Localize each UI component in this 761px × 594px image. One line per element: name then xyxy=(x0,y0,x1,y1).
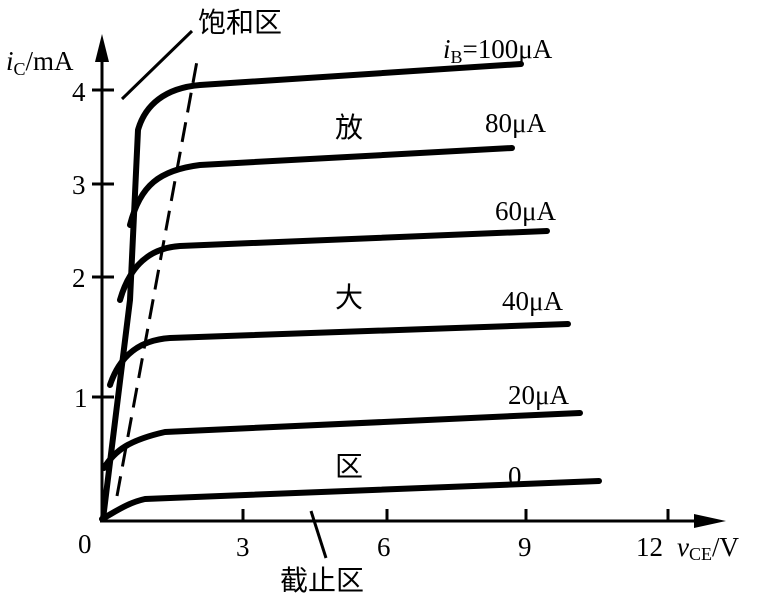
y-tick-4: 4 xyxy=(72,77,86,107)
curve-ib-40 xyxy=(107,321,571,388)
label-ib-20: 20μA xyxy=(508,380,569,410)
cutoff-region-label: 截止区 xyxy=(280,564,364,594)
label-ib-80: 80μA xyxy=(485,108,546,138)
saturation-region-label: 饱和区 xyxy=(198,6,282,39)
active-region-label-2: 大 xyxy=(335,281,363,314)
label-ib-0: 0 xyxy=(508,461,522,491)
curve-ib-20 xyxy=(101,410,583,471)
y-tick-2: 2 xyxy=(72,263,86,293)
curve-ib-80 xyxy=(127,145,515,228)
curve-ib-60 xyxy=(117,228,550,303)
cutoff-pointer-line xyxy=(309,510,328,559)
saturation-pointer-line xyxy=(120,29,194,101)
active-region-label-1: 放 xyxy=(335,111,363,144)
ticks xyxy=(92,88,670,521)
y-tick-3: 3 xyxy=(72,170,86,200)
x-tick-9: 9 xyxy=(518,532,532,562)
y-tick-1: 1 xyxy=(74,383,88,413)
x-tick-6: 6 xyxy=(377,532,391,562)
x-axis-label: vCE/V xyxy=(677,532,740,564)
x-tick-12: 12 xyxy=(636,532,663,562)
saturation-boundary-dashed xyxy=(115,60,199,497)
label-ib-100: iB=100μA xyxy=(443,34,553,67)
y-axis-label: iC/mA xyxy=(6,46,74,79)
label-ib-40: 40μA xyxy=(502,286,563,316)
y-axis-arrow-icon xyxy=(95,34,109,62)
curve-ib-0 xyxy=(99,478,602,522)
axes xyxy=(100,52,710,523)
active-region-label-3: 区 xyxy=(335,450,363,483)
curves xyxy=(99,61,602,522)
x-tick-3: 3 xyxy=(236,532,250,562)
label-ib-60: 60μA xyxy=(495,196,556,226)
origin-label: 0 xyxy=(78,529,92,559)
x-axis-arrow-icon xyxy=(694,514,726,528)
curve-ib-100 xyxy=(100,61,524,522)
